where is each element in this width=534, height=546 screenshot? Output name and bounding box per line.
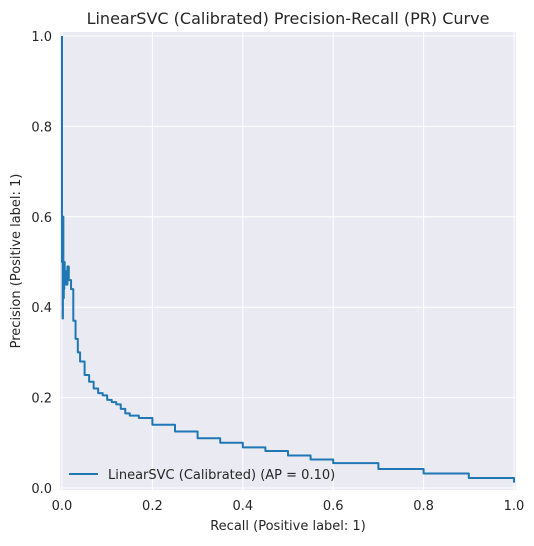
x-tick-label: 1.0	[504, 499, 525, 514]
y-tick-label: 1.0	[31, 30, 52, 45]
x-tick-label: 0.8	[413, 499, 434, 514]
x-tick-label: 0.4	[232, 499, 253, 514]
pr-curve-line	[61, 36, 515, 483]
y-tick-labels: 0.0 0.2 0.4 0.6 0.8 1.0	[31, 30, 52, 497]
curve-layer	[61, 36, 515, 483]
legend: LinearSVC (Calibrated) (AP = 0.10)	[69, 468, 335, 483]
y-tick-label: 0.0	[31, 482, 52, 497]
y-axis-label: Precision (Positive label: 1)	[9, 174, 24, 349]
y-tick-label: 0.2	[31, 392, 52, 407]
y-tick-label: 0.8	[31, 120, 52, 135]
x-tick-label: 0.0	[52, 499, 73, 514]
x-tick-labels: 0.0 0.2 0.4 0.6 0.8 1.0	[52, 499, 525, 514]
plot-area	[60, 32, 516, 490]
x-axis-label: Recall (Positive label: 1)	[210, 519, 366, 534]
y-tick-label: 0.6	[31, 211, 52, 226]
y-tick-label: 0.4	[31, 301, 52, 316]
x-tick-label: 0.6	[323, 499, 344, 514]
legend-label: LinearSVC (Calibrated) (AP = 0.10)	[108, 468, 335, 483]
x-tick-label: 0.2	[142, 499, 163, 514]
chart-title: LinearSVC (Calibrated) Precision-Recall …	[87, 9, 490, 28]
grid	[60, 32, 516, 490]
